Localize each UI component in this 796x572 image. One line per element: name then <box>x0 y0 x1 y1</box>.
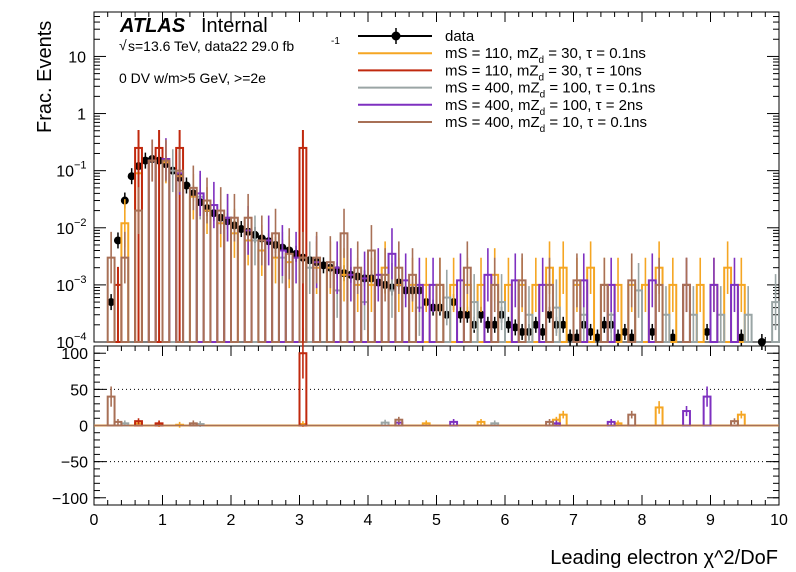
legend-marker <box>391 31 401 41</box>
data-point <box>127 172 136 181</box>
legend-label: mS = 110, mZd = 30, τ = 0.1ns <box>445 45 646 66</box>
data-point <box>518 327 527 336</box>
legend-label-subscript: d <box>539 55 545 66</box>
atlas-label: ATLAS <box>119 15 186 37</box>
x-tick-label: 5 <box>432 512 441 529</box>
legend-label-subscript: d <box>540 107 546 118</box>
data-point <box>483 320 492 329</box>
x-tick-label: 2 <box>227 512 236 529</box>
selection-label: 0 DV w/m>5 GeV, >=2e <box>119 70 266 86</box>
x-tick-label: 0 <box>90 512 99 529</box>
legend-label: mS = 400, mZd = 10, τ = 0.1ns <box>445 114 647 135</box>
y-axis-title: Frac. Events <box>34 21 56 133</box>
x-tick-label: 1 <box>158 512 167 529</box>
data-point <box>703 327 712 336</box>
data-point <box>538 327 547 336</box>
legend-label: mS = 400, mZd = 100, τ = 0.1ns <box>445 80 655 101</box>
data-point <box>531 320 540 329</box>
energy-root-glyph: √ <box>119 37 127 53</box>
ratio-y-tick-label: 50 <box>70 382 88 399</box>
x-tick-label: 8 <box>638 512 647 529</box>
energy-lumi-label: s=13.6 TeV, data22 29.0 fb <box>128 38 294 54</box>
data-point <box>559 320 568 329</box>
legend-label-rest: = 100, τ = 0.1ns <box>545 80 655 97</box>
x-tick-label: 9 <box>706 512 715 529</box>
data-point <box>737 333 746 342</box>
data-point <box>113 236 122 245</box>
data-point <box>237 225 246 234</box>
legend-label-subscript: d <box>540 90 546 101</box>
x-axis-title: Leading electron χ^2/DoF <box>550 547 778 569</box>
data-point <box>477 310 486 319</box>
legend-label-rest: = 10, τ = 0.1ns <box>545 114 647 131</box>
x-tick-label: 6 <box>501 512 510 529</box>
y-tick-label: 10 <box>68 49 86 66</box>
data-point <box>456 310 465 319</box>
data-point <box>648 327 657 336</box>
data-point <box>586 327 595 336</box>
legend-label-subscript: d <box>540 124 546 135</box>
data-point <box>319 261 328 270</box>
legend-label-rest: = 30, τ = 10ns <box>544 62 642 79</box>
series-5 <box>106 139 691 344</box>
data-point <box>511 323 520 332</box>
y-tick-label: 10 <box>56 278 74 295</box>
data-point <box>593 333 602 342</box>
data-point <box>107 298 116 307</box>
ratio-y-tick-label: −50 <box>61 455 88 472</box>
data-point <box>182 181 191 190</box>
data-point <box>620 327 629 336</box>
ratio-y-tick-label: 100 <box>61 346 88 363</box>
data-point <box>572 333 581 342</box>
x-tick-label: 10 <box>770 512 788 529</box>
y-tick-exponent: −2 <box>74 217 87 229</box>
data-point <box>141 156 150 165</box>
x-tick-label: 7 <box>569 512 578 529</box>
legend-label-rest: = 30, τ = 0.1ns <box>544 45 646 62</box>
y-tick-label: 1 <box>77 107 86 124</box>
legend-label-subscript: d <box>539 72 545 83</box>
energy-lumi-exponent: -1 <box>331 36 340 47</box>
legend-label: data <box>445 28 475 45</box>
data-point <box>614 333 623 342</box>
data-point <box>627 333 636 342</box>
data-point <box>600 320 609 329</box>
data-point <box>545 310 554 319</box>
legend-label: mS = 400, mZd = 100, τ = 2ns <box>445 97 643 118</box>
y-tick-exponent: −1 <box>74 160 87 172</box>
data-point <box>463 310 472 319</box>
y-tick-label: 10 <box>56 221 74 238</box>
y-tick-exponent: −4 <box>74 331 87 343</box>
x-tick-label: 3 <box>295 512 304 529</box>
ratio-y-tick-label: 0 <box>79 419 88 436</box>
data-point <box>566 333 575 342</box>
ratio-y-tick-label: −100 <box>52 491 88 508</box>
legend-label-rest: = 100, τ = 2ns <box>545 97 643 114</box>
y-tick-exponent: −3 <box>74 274 87 286</box>
y-tick-label: 10 <box>56 164 74 181</box>
data-point <box>504 320 513 329</box>
data-point <box>668 333 677 342</box>
data-point <box>757 338 766 346</box>
legend-label: mS = 110, mZd = 30, τ = 10ns <box>445 62 642 83</box>
x-tick-label: 4 <box>364 512 373 529</box>
atlas-internal-label: Internal <box>201 15 268 37</box>
y-tick-label: 10 <box>56 335 74 352</box>
data-point <box>490 320 499 329</box>
